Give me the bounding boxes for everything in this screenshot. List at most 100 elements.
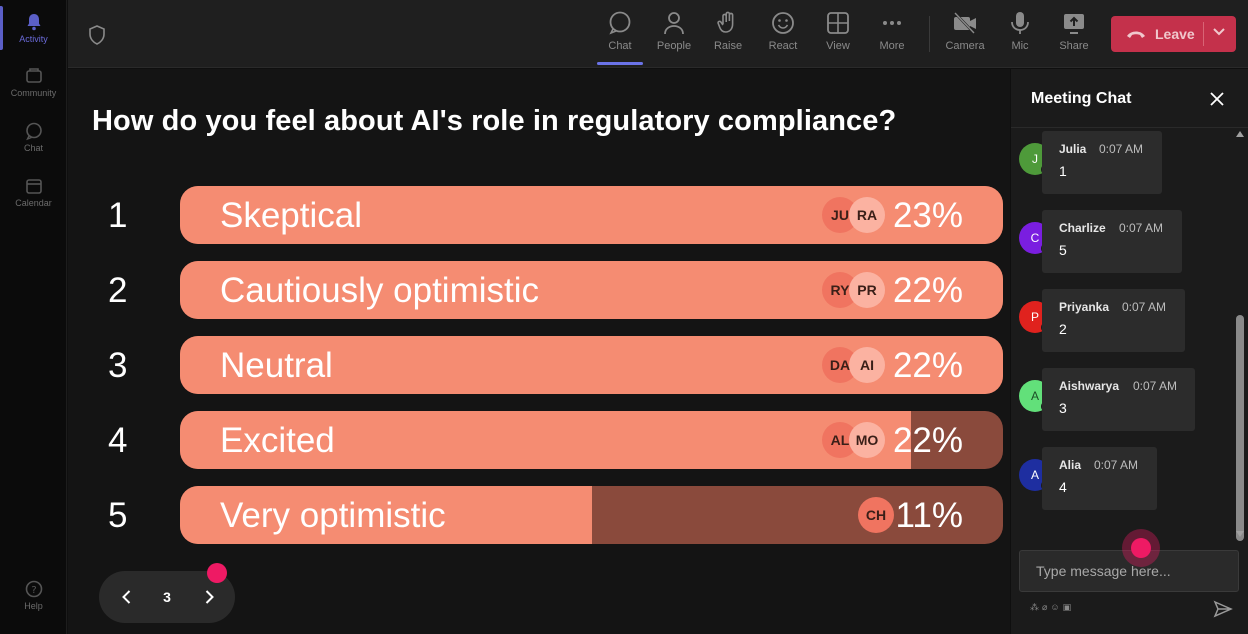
poll-option-bar[interactable]: Very optimistic 11% CH [180, 486, 1003, 544]
message-text: 1 [1059, 163, 1067, 179]
format-icon[interactable]: ⁂ [1030, 602, 1042, 612]
voter-avatar: AI [849, 347, 885, 383]
scroll-up-arrow[interactable] [1236, 131, 1244, 137]
chat-message[interactable]: Julia 0:07 AM 1 [1042, 131, 1162, 194]
poll-option-percent: 22% [892, 346, 963, 385]
toolbar-react-button[interactable]: React [758, 10, 808, 52]
rail-item-help[interactable]: ? Help [0, 579, 67, 611]
scroll-down-arrow[interactable] [1236, 531, 1244, 537]
message-author: Charlize [1059, 221, 1106, 235]
chat-title: Meeting Chat [1031, 90, 1132, 107]
toolbar-camera-label: Camera [945, 40, 985, 52]
chat-divider [1011, 127, 1248, 128]
message-author: Julia [1059, 142, 1087, 156]
community-icon [25, 68, 42, 83]
message-author: Aishwarya [1059, 379, 1120, 393]
toolbar-mic-button[interactable]: Mic [995, 10, 1045, 52]
voter-avatar: RA [849, 197, 885, 233]
toolbar-people-button[interactable]: People [649, 10, 699, 52]
toolbar-mic-label: Mic [1011, 40, 1029, 52]
chat-scrollbar[interactable] [1233, 129, 1247, 545]
message-time: 0:07 AM [1119, 221, 1164, 235]
voter-avatar: CH [858, 497, 894, 533]
emoji-icon[interactable]: ☺ [1050, 602, 1063, 612]
cursor-indicator [207, 563, 227, 583]
more-icon [883, 21, 901, 25]
chevron-down-icon[interactable] [1212, 27, 1226, 37]
meeting-chat-panel: Meeting Chat J Julia 0:07 AM 1 C Charlize 0:07… [1011, 69, 1248, 634]
poll-option-bar[interactable]: Neutral 22% DA AI [180, 336, 1003, 394]
format-toolbar[interactable]: ⁂⌀☺▣ [1030, 602, 1074, 613]
emoji-icon [772, 12, 794, 34]
avatar-initial: A [1030, 389, 1039, 403]
poll-option-percent: 22% [892, 271, 963, 310]
hang-up-icon [1127, 31, 1145, 38]
option-number: 2 [108, 271, 128, 310]
chat-message[interactable]: Alia 0:07 AM 4 [1042, 447, 1157, 510]
raise-hand-icon [717, 11, 734, 33]
chevron-right-icon[interactable] [199, 587, 219, 607]
leave-separator [1203, 22, 1204, 46]
toolbar-share-label: Share [1059, 40, 1089, 52]
toolbar-raise-label: Raise [713, 40, 743, 52]
cursor-dot [1131, 538, 1151, 558]
rail-item-calendar[interactable]: Calendar [0, 176, 67, 208]
poll-option-label: Excited [220, 421, 335, 460]
poll-option-label: Skeptical [220, 196, 363, 235]
gif-icon[interactable]: ▣ [1062, 602, 1075, 612]
poll-option-bar[interactable]: Excited 22% AL MO [180, 411, 1003, 469]
leave-button[interactable]: Leave [1111, 16, 1236, 52]
toolbar-raise-button[interactable]: Raise [703, 10, 753, 52]
option-number: 5 [108, 496, 128, 535]
poll-option-bar[interactable]: Skeptical 23% JU RA [180, 186, 1003, 244]
camera-off-icon [954, 12, 976, 34]
toolbar-react-label: React [768, 40, 798, 52]
chat-message[interactable]: Charlize 0:07 AM 5 [1042, 210, 1182, 273]
leave-label: Leave [1155, 26, 1195, 42]
toolbar-view-button[interactable]: View [813, 10, 863, 52]
svg-text:?: ? [31, 585, 36, 596]
toolbar-chat-button[interactable]: Chat [595, 10, 645, 65]
message-time: 0:07 AM [1133, 379, 1178, 393]
message-text: 3 [1059, 400, 1067, 416]
send-icon[interactable] [1213, 600, 1233, 618]
option-number: 3 [108, 346, 128, 385]
avatar-initial: J [1032, 152, 1038, 166]
toolbar-share-button[interactable]: Share [1049, 10, 1099, 52]
toolbar-camera-button[interactable]: Camera [940, 10, 990, 52]
calendar-icon [25, 179, 42, 194]
poll-option-label: Very optimistic [220, 496, 446, 535]
chat-message[interactable]: Aishwarya 0:07 AM 3 [1042, 368, 1195, 431]
message-time: 0:07 AM [1099, 142, 1144, 156]
rail-active-indicator [0, 6, 3, 50]
avatar-initial: A [1030, 468, 1039, 482]
poll-option-bar[interactable]: Cautiously optimistic 22% RY PR [180, 261, 1003, 319]
chat-message[interactable]: Priyanka 0:07 AM 2 [1042, 289, 1185, 352]
app-rail: Activity Community Chat Calendar ? Help [0, 0, 67, 634]
shield-icon [89, 25, 105, 45]
page-number: 3 [163, 589, 171, 605]
poll-option-percent: 11% [895, 496, 963, 535]
poll-option-percent: 23% [892, 196, 963, 235]
rail-item-community[interactable]: Community [0, 66, 67, 98]
message-text: 5 [1059, 242, 1067, 258]
toolbar-view-label: View [826, 40, 850, 52]
rail-item-chat[interactable]: Chat [0, 121, 67, 153]
close-icon[interactable] [1209, 91, 1225, 107]
attach-icon[interactable]: ⌀ [1042, 602, 1051, 612]
toolbar-people-label: People [656, 40, 692, 52]
avatar-initial: C [1030, 231, 1040, 245]
scroll-thumb[interactable] [1236, 315, 1244, 541]
message-time: 0:07 AM [1094, 458, 1139, 472]
rail-label-activity: Activity [19, 34, 48, 44]
chevron-left-icon[interactable] [117, 587, 137, 607]
toolbar-more-button[interactable]: More [867, 10, 917, 52]
message-author: Alia [1059, 458, 1082, 472]
meeting-toolbar: Chat People Raise React View More Camera… [68, 0, 1248, 68]
rail-item-activity[interactable]: Activity [0, 12, 67, 44]
bell-icon [27, 14, 40, 31]
poll-option-fill [180, 486, 592, 544]
chat-message-input[interactable] [1019, 550, 1239, 592]
poll-stage: How do you feel about AI's role in regul… [68, 69, 1010, 634]
rail-label-community: Community [10, 88, 57, 98]
